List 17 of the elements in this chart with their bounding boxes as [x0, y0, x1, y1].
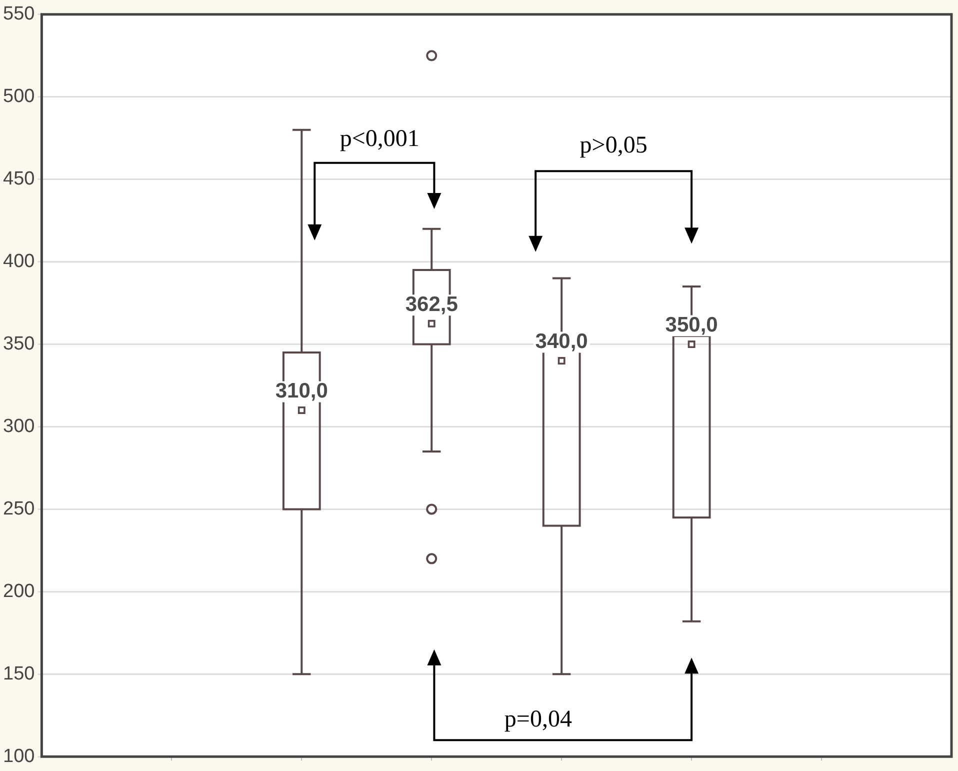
y-tick-label: 500: [3, 86, 35, 108]
annotation: 350,0: [665, 314, 718, 337]
annotation: 310,0: [275, 380, 328, 403]
y-tick-label: 250: [3, 498, 35, 520]
y-tick-label: 100: [3, 746, 35, 767]
y-tick-label: 350: [3, 334, 35, 354]
annotation: 362,5: [405, 292, 458, 316]
y-tick-label: 200: [3, 580, 35, 602]
y-tick-label: 150: [3, 663, 35, 684]
annotation: p=0,04: [504, 706, 572, 733]
annotation: 340,0: [535, 330, 588, 354]
y-tick-label: 400: [3, 251, 35, 272]
annotation: p>0,05: [580, 132, 648, 159]
y-tick-label: 550: [3, 4, 35, 25]
y-tick-label: 300: [3, 416, 35, 437]
annotation: p<0,001: [340, 126, 420, 152]
y-tick-label: 450: [3, 168, 35, 190]
